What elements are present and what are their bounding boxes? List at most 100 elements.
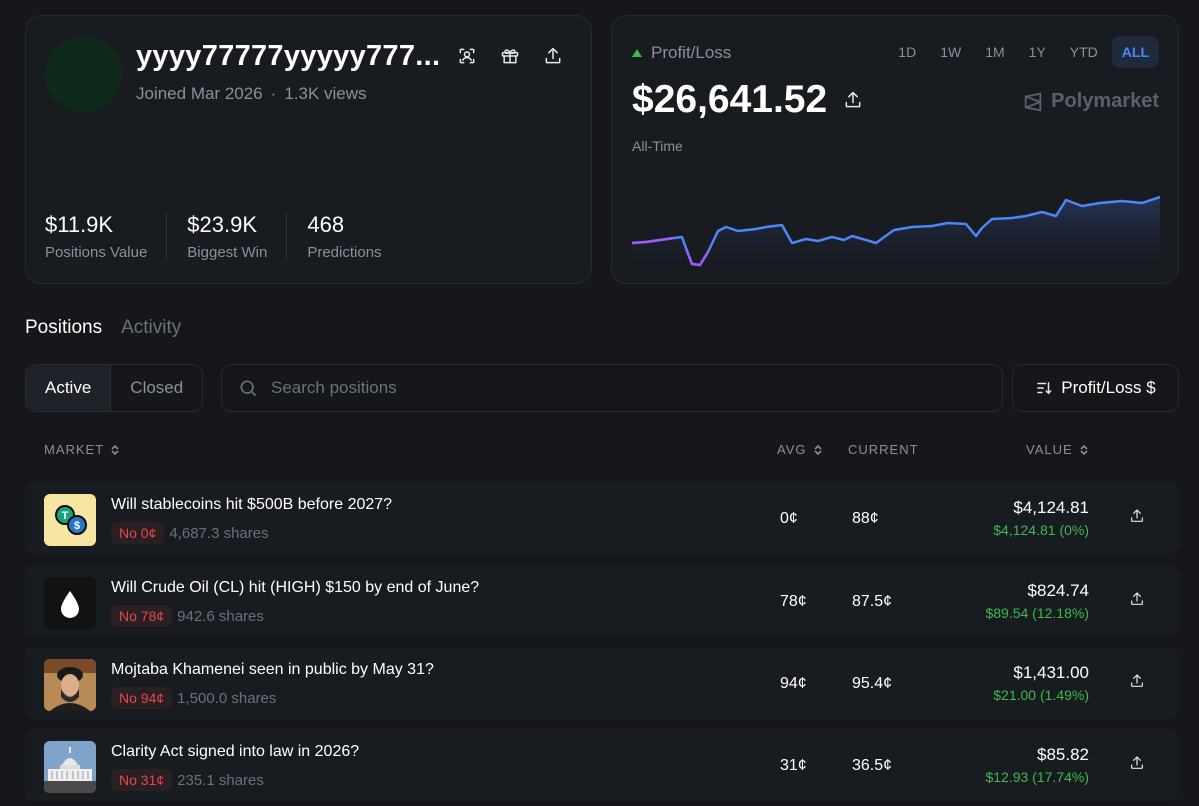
polymarket-logo-icon xyxy=(1024,92,1042,111)
table-row[interactable]: Will Crude Oil (CL) hit (HIGH) $150 by e… xyxy=(25,565,1179,637)
avg-price: 94¢ xyxy=(780,675,807,692)
brand-logo: Polymarket xyxy=(1022,90,1159,113)
stat-value: $11.9K xyxy=(45,212,114,237)
pnl-card: Profit/Loss 1D 1W 1M 1Y YTD ALL $26,641.… xyxy=(611,15,1179,284)
filter-closed[interactable]: Closed xyxy=(130,378,184,397)
share-icon[interactable] xyxy=(1129,508,1149,528)
share-count: 235.1 shares xyxy=(177,771,264,789)
svg-text:T: T xyxy=(62,510,69,522)
table-row[interactable]: T $ Will stablecoins hit $500B before 20… xyxy=(25,482,1179,554)
market-title[interactable]: Clarity Act signed into law in 2026? xyxy=(111,743,360,760)
pnl-period: All-Time xyxy=(632,138,683,154)
tab-positions[interactable]: Positions xyxy=(25,317,103,338)
position-details: No 78¢ 942.6 shares xyxy=(111,605,264,627)
column-market[interactable]: MARKET xyxy=(44,442,121,457)
joined-date: Joined Mar 2026 xyxy=(136,84,263,103)
stat-biggest-win: $23.9K Biggest Win xyxy=(187,212,288,261)
share-count: 1,500.0 shares xyxy=(177,689,277,707)
position-details: No 94¢ 1,500.0 shares xyxy=(111,687,276,709)
sort-chevrons-icon xyxy=(1080,444,1088,455)
column-avg[interactable]: AVG xyxy=(777,442,824,457)
capitol-building-icon xyxy=(44,741,96,793)
search-icon xyxy=(240,380,257,397)
table-row[interactable]: Mojtaba Khamenei seen in public by May 3… xyxy=(25,647,1179,719)
range-1y[interactable]: 1Y xyxy=(1028,44,1046,60)
share-icon[interactable] xyxy=(1129,755,1149,775)
gift-icon[interactable] xyxy=(497,43,523,69)
range-all[interactable]: ALL xyxy=(1111,36,1159,68)
sort-chevrons-icon xyxy=(813,444,822,455)
position-details: No 31¢ 235.1 shares xyxy=(111,769,264,791)
avg-price: 78¢ xyxy=(780,593,807,610)
avg-price: 0¢ xyxy=(780,510,798,527)
column-label: AVG xyxy=(777,442,807,457)
value-amount: $85.82 xyxy=(1037,745,1089,764)
pnl-sparkline xyxy=(632,195,1160,276)
share-icon[interactable] xyxy=(843,90,863,110)
portrait-icon xyxy=(44,659,96,711)
market-thumbnail: T $ xyxy=(44,494,96,546)
sort-button[interactable]: Profit/Loss $ xyxy=(1012,364,1179,412)
tab-activity[interactable]: Activity xyxy=(121,317,182,338)
value-change: $89.54 (12.18%) xyxy=(985,605,1089,621)
search-input[interactable] xyxy=(271,378,971,398)
column-current: CURRENT xyxy=(848,442,919,457)
range-1w[interactable]: 1W xyxy=(940,44,962,60)
range-1d[interactable]: 1D xyxy=(898,44,917,60)
share-icon[interactable] xyxy=(1129,673,1149,693)
stat-value: 468 xyxy=(307,212,345,237)
position-value: $85.82 $12.93 (17.74%) xyxy=(985,745,1089,785)
scan-icon[interactable] xyxy=(454,43,480,69)
pnl-amount: $26,641.52 xyxy=(632,78,828,121)
profile-card: yyyy77777yyyyy777... Joined Mar 2026 · 1.3… xyxy=(25,15,592,284)
pnl-dip-segment xyxy=(632,236,710,267)
share-icon[interactable] xyxy=(1129,591,1149,611)
value-amount: $824.74 xyxy=(1027,581,1089,600)
stat-positions-value: $11.9K Positions Value xyxy=(45,212,168,261)
oil-drop-icon xyxy=(61,591,79,618)
stat-label: Positions Value xyxy=(45,244,148,261)
status-toggle: Active Closed xyxy=(25,364,204,412)
sort-chevrons-icon xyxy=(111,444,119,455)
value-amount: $1,431.00 xyxy=(1013,663,1089,682)
avatar[interactable] xyxy=(45,36,122,113)
username: yyyy77777yyyyy777... xyxy=(136,40,441,72)
current-price: 87.5¢ xyxy=(852,593,893,610)
stat-label: Biggest Win xyxy=(187,244,268,261)
column-label: MARKET xyxy=(44,442,105,457)
position-details: No 0¢ 4,687.3 shares xyxy=(111,522,269,544)
range-ytd[interactable]: YTD xyxy=(1069,44,1098,60)
table-row[interactable]: Clarity Act signed into law in 2026? No … xyxy=(25,729,1179,801)
market-title[interactable]: Will stablecoins hit $500B before 2027? xyxy=(111,496,393,513)
value-change: $12.93 (17.74%) xyxy=(985,769,1089,785)
value-change: $4,124.81 (0%) xyxy=(993,522,1089,538)
search-box xyxy=(221,364,1003,412)
filter-active[interactable]: Active xyxy=(26,365,112,411)
current-price: 95.4¢ xyxy=(852,675,893,692)
market-thumbnail xyxy=(44,741,96,793)
market-title[interactable]: Will Crude Oil (CL) hit (HIGH) $150 by e… xyxy=(111,579,480,596)
position-value: $4,124.81 $4,124.81 (0%) xyxy=(993,498,1089,538)
stat-label: Predictions xyxy=(307,244,382,261)
view-tabs: Positions Activity xyxy=(25,317,181,339)
pnl-area xyxy=(632,197,1160,276)
outcome-badge: No 78¢ xyxy=(111,605,173,627)
view-count: 1.3K views xyxy=(284,84,367,103)
pnl-header: Profit/Loss xyxy=(632,43,731,63)
outcome-badge: No 31¢ xyxy=(111,769,173,791)
sort-label: Profit/Loss $ xyxy=(1061,378,1156,397)
column-label: CURRENT xyxy=(848,442,919,457)
sort-icon xyxy=(1037,382,1052,395)
market-title[interactable]: Mojtaba Khamenei seen in public by May 3… xyxy=(111,661,434,678)
share-icon[interactable] xyxy=(540,43,566,69)
range-1m[interactable]: 1M xyxy=(985,44,1005,60)
profile-stats: $11.9K Positions Value $23.9K Biggest Wi… xyxy=(45,212,421,261)
meta-separator: · xyxy=(270,84,277,103)
stat-predictions: 468 Predictions xyxy=(307,212,400,261)
column-label: VALUE xyxy=(1026,442,1073,457)
outcome-badge: No 0¢ xyxy=(111,522,165,544)
column-value[interactable]: VALUE xyxy=(1026,442,1090,457)
market-thumbnail xyxy=(44,577,96,629)
value-amount: $4,124.81 xyxy=(1013,498,1089,517)
share-count: 942.6 shares xyxy=(177,607,264,625)
